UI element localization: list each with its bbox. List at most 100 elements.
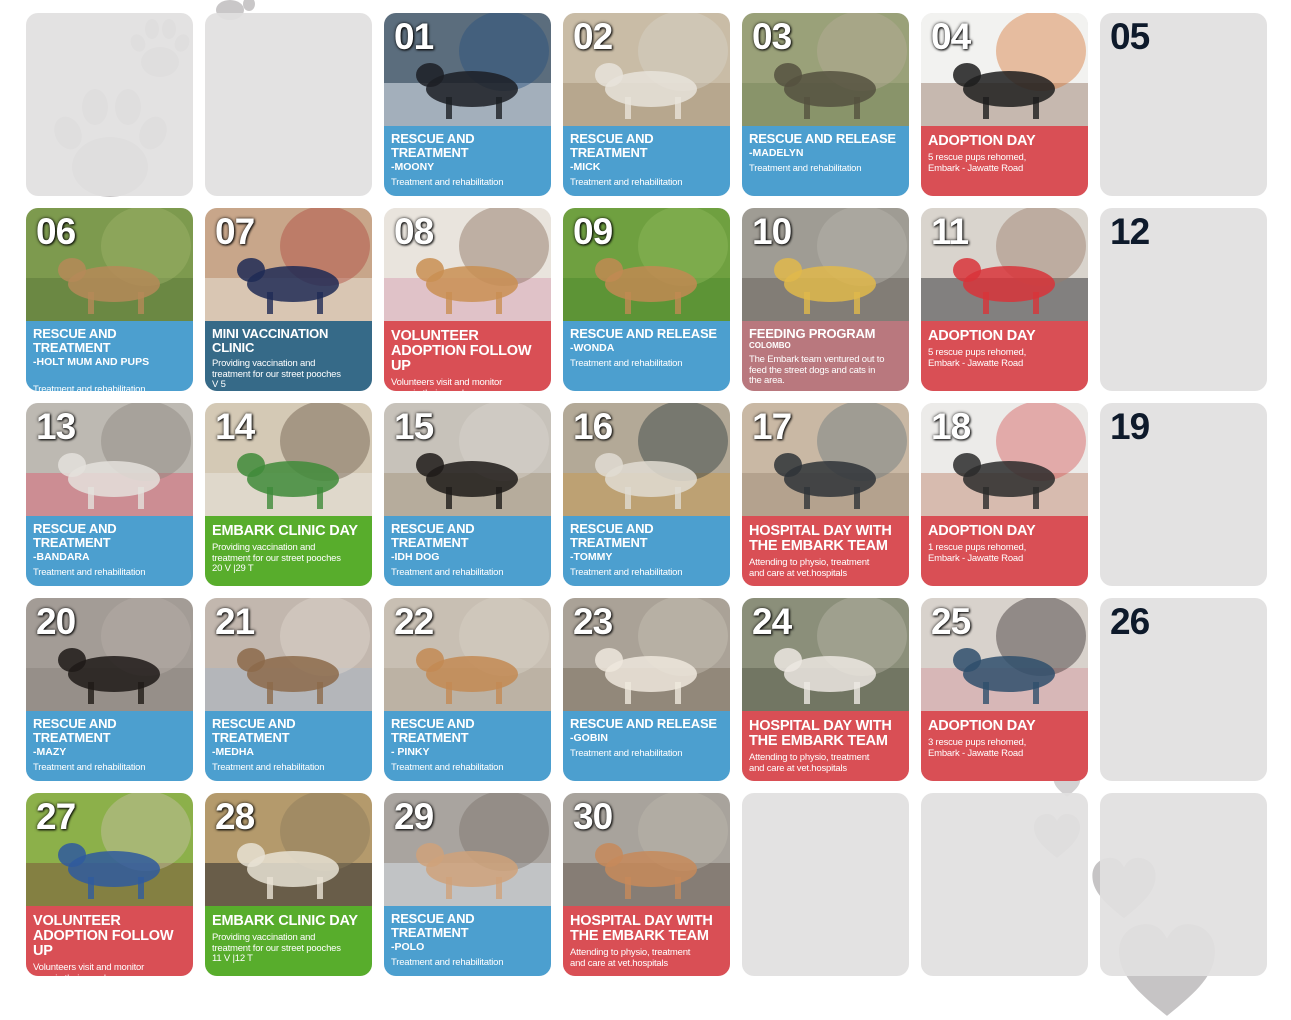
day-card: 20 RESCUE AND TREATMENT -MAZY Treatment and… <box>26 598 193 781</box>
day-card: 08 VOLUNTEER ADOPTION FOLLOW UP Volunteers… <box>384 208 551 391</box>
day-number: 23 <box>573 601 613 642</box>
day-photo <box>205 403 372 516</box>
day-card: 02 RESCUE AND TREATMENT -MICK Treatment and… <box>563 13 730 196</box>
event-subject: COLOMBO <box>749 341 791 350</box>
event-subject: -MEDHA <box>212 746 254 758</box>
event-caption: RESCUE AND TREATMENT -MAZY Treatment and r… <box>26 711 193 781</box>
day-number: 07 <box>215 211 255 252</box>
day-card-empty: 12 <box>1100 208 1267 391</box>
event-caption: HOSPITAL DAY WITH THE EMBARK TEAM Attendi… <box>742 516 909 586</box>
event-caption: RESCUE AND RELEASE -WONDA Treatment and re… <box>563 321 730 391</box>
event-caption: ADOPTION DAY 3 rescue pups rehomed, Embar… <box>921 711 1088 781</box>
event-caption: RESCUE AND TREATMENT -POLO Treatment and r… <box>384 906 551 976</box>
event-caption: ADOPTION DAY 5 rescue pups rehomed, Embar… <box>921 126 1088 196</box>
day-number: 15 <box>394 406 434 447</box>
event-title: MINI VACCINATION CLINIC <box>212 326 329 355</box>
event-subject: -GOBIN <box>570 732 608 744</box>
event-description: Attending to physio, treatment and care … <box>749 752 870 774</box>
event-subject: -MOONY <box>391 161 435 173</box>
day-number: 03 <box>752 16 792 57</box>
day-photo <box>384 403 551 516</box>
day-photo <box>921 13 1088 126</box>
day-number: 05 <box>1110 16 1150 57</box>
event-description: Volunteers visit and monitor pups in the… <box>391 377 503 391</box>
blank-cell <box>742 793 909 976</box>
event-title: HOSPITAL DAY WITH THE EMBARK TEAM <box>570 913 713 944</box>
day-photo <box>384 208 551 321</box>
event-caption: HOSPITAL DAY WITH THE EMBARK TEAM Attendi… <box>742 711 909 781</box>
event-subject: -BANDARA <box>33 551 90 563</box>
day-photo <box>563 403 730 516</box>
event-description: Treatment and rehabilitation <box>33 384 146 391</box>
day-number: 11 <box>931 211 969 252</box>
day-card: 18 ADOPTION DAY 1 rescue pups rehomed, Emb… <box>921 403 1088 586</box>
event-description: Attending to physio, treatment and care … <box>749 557 870 579</box>
day-number: 17 <box>752 406 792 447</box>
event-description: Volunteers visit and monitor pups in the… <box>33 962 145 976</box>
event-subject: -MADELYN <box>749 147 804 159</box>
event-caption: RESCUE AND RELEASE -MADELYN Treatment and … <box>742 126 909 196</box>
day-number: 26 <box>1110 601 1150 642</box>
event-description: 1 rescue pups rehomed, Embark - Jawatte … <box>928 542 1027 564</box>
event-description: Treatment and rehabilitation <box>570 567 683 578</box>
event-description: Providing vaccination and treatment for … <box>212 932 341 964</box>
event-caption: ADOPTION DAY 1 rescue pups rehomed, Embar… <box>921 516 1088 586</box>
blank-cell <box>921 793 1088 976</box>
day-photo <box>205 598 372 711</box>
event-description: Providing vaccination and treatment for … <box>212 358 341 390</box>
day-card: 07 MINI VACCINATION CLINIC Providing vacci… <box>205 208 372 391</box>
day-card-empty: 26 <box>1100 598 1267 781</box>
event-subject: - PINKY <box>391 746 430 758</box>
day-photo <box>563 13 730 126</box>
day-card: 14 EMBARK CLINIC DAY Providing vaccination… <box>205 403 372 586</box>
day-card: 30 HOSPITAL DAY WITH THE EMBARK TEAM Atten… <box>563 793 730 976</box>
event-description: Attending to physio, treatment and care … <box>570 947 691 969</box>
event-subject: -MICK <box>570 161 601 173</box>
day-number: 09 <box>573 211 613 252</box>
event-description: Treatment and rehabilitation <box>749 163 862 174</box>
event-description: Treatment and rehabilitation <box>212 762 325 773</box>
day-number: 16 <box>573 406 613 447</box>
day-card: 06 RESCUE AND TREATMENT -HOLT MUM AND PUPS… <box>26 208 193 391</box>
day-photo <box>26 793 193 906</box>
event-caption: HOSPITAL DAY WITH THE EMBARK TEAM Attendi… <box>563 906 730 976</box>
event-caption: RESCUE AND TREATMENT -TOMMY Treatment and … <box>563 516 730 586</box>
blank-cell <box>1100 793 1267 976</box>
day-photo <box>384 793 551 906</box>
event-subject: -IDH DOG <box>391 551 440 563</box>
event-description: Treatment and rehabilitation <box>33 762 146 773</box>
day-card: 25 ADOPTION DAY 3 rescue pups rehomed, Emb… <box>921 598 1088 781</box>
day-number: 21 <box>215 601 255 642</box>
day-card: 24 HOSPITAL DAY WITH THE EMBARK TEAM Atten… <box>742 598 909 781</box>
day-card: 29 RESCUE AND TREATMENT -POLO Treatment and… <box>384 793 551 976</box>
day-photo <box>742 208 909 321</box>
event-caption: RESCUE AND TREATMENT -MICK Treatment and r… <box>563 126 730 196</box>
day-photo <box>563 598 730 711</box>
blank-cell <box>205 13 372 196</box>
event-title: EMBARK CLINIC DAY <box>212 913 358 929</box>
event-subject: -WONDA <box>570 342 615 354</box>
event-title: RESCUE AND TREATMENT <box>391 716 475 745</box>
day-number: 20 <box>36 601 76 642</box>
day-number: 25 <box>931 601 971 642</box>
event-title: ADOPTION DAY <box>928 133 1036 149</box>
day-number: 30 <box>573 796 613 837</box>
event-description: Treatment and rehabilitation <box>391 762 504 773</box>
event-caption: MINI VACCINATION CLINIC Providing vaccina… <box>205 321 372 391</box>
day-number: 29 <box>394 796 434 837</box>
day-number: 04 <box>931 16 971 57</box>
event-caption: ADOPTION DAY 5 rescue pups rehomed, Embar… <box>921 321 1088 391</box>
event-title: RESCUE AND TREATMENT <box>212 716 296 745</box>
event-subject: -HOLT MUM AND PUPS <box>33 356 150 368</box>
day-photo <box>384 598 551 711</box>
day-number: 08 <box>394 211 434 252</box>
event-title: HOSPITAL DAY WITH THE EMBARK TEAM <box>749 523 892 554</box>
event-description: Treatment and rehabilitation <box>570 177 683 188</box>
day-card: 28 EMBARK CLINIC DAY Providing vaccination… <box>205 793 372 976</box>
day-number: 24 <box>752 601 792 642</box>
event-description: Treatment and rehabilitation <box>570 748 683 759</box>
event-subject: -POLO <box>391 941 425 953</box>
event-description: Treatment and rehabilitation <box>391 177 504 188</box>
day-card: 13 RESCUE AND TREATMENT -BANDARA Treatment … <box>26 403 193 586</box>
event-title: RESCUE AND TREATMENT <box>391 521 475 550</box>
